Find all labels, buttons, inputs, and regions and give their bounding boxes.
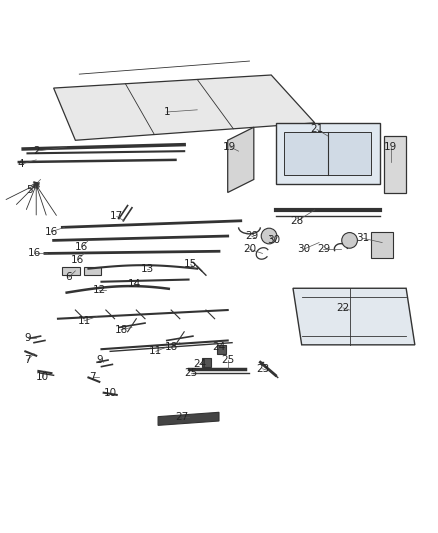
Text: 5: 5	[26, 185, 33, 195]
Text: 4: 4	[18, 159, 24, 169]
Text: 20: 20	[243, 244, 256, 254]
Polygon shape	[228, 127, 254, 192]
Text: 14: 14	[127, 279, 141, 289]
Polygon shape	[53, 75, 315, 140]
Polygon shape	[84, 266, 102, 275]
Text: 19: 19	[384, 142, 398, 152]
Polygon shape	[217, 345, 226, 354]
Polygon shape	[158, 413, 219, 425]
Polygon shape	[284, 132, 371, 175]
Text: 10: 10	[104, 387, 117, 398]
Text: 15: 15	[184, 260, 198, 269]
Text: 19: 19	[223, 142, 237, 152]
Text: 24: 24	[193, 359, 206, 369]
Text: 6: 6	[66, 272, 72, 282]
Polygon shape	[62, 266, 80, 275]
Text: 2: 2	[33, 146, 39, 156]
Text: 13: 13	[141, 264, 154, 273]
Text: 31: 31	[356, 233, 369, 243]
Polygon shape	[371, 232, 393, 258]
Text: 30: 30	[267, 236, 280, 245]
Text: 24: 24	[212, 342, 226, 352]
Text: 16: 16	[75, 242, 88, 252]
Polygon shape	[201, 358, 211, 367]
Text: 18: 18	[165, 342, 178, 352]
Circle shape	[261, 228, 277, 244]
Text: 16: 16	[45, 227, 58, 237]
Text: 23: 23	[256, 364, 269, 374]
Text: 9: 9	[24, 333, 31, 343]
Text: 29: 29	[317, 244, 330, 254]
Text: 29: 29	[245, 231, 258, 241]
Text: 21: 21	[310, 124, 324, 134]
Text: 11: 11	[78, 316, 91, 326]
Text: 25: 25	[221, 355, 234, 365]
Text: 7: 7	[89, 373, 96, 383]
Text: 10: 10	[36, 373, 49, 383]
Polygon shape	[385, 136, 406, 192]
Text: 17: 17	[110, 212, 124, 221]
Polygon shape	[276, 123, 380, 184]
Polygon shape	[293, 288, 415, 345]
Text: 9: 9	[96, 355, 102, 365]
Text: 22: 22	[336, 303, 350, 313]
Text: 27: 27	[175, 411, 189, 422]
Text: 16: 16	[71, 255, 84, 265]
Text: 25: 25	[184, 368, 198, 378]
Text: 28: 28	[291, 216, 304, 226]
Text: 16: 16	[28, 248, 41, 259]
Text: 7: 7	[24, 355, 31, 365]
Circle shape	[342, 232, 357, 248]
Text: 1: 1	[163, 107, 170, 117]
Text: 11: 11	[149, 346, 162, 357]
Text: 30: 30	[297, 244, 311, 254]
Text: 12: 12	[93, 286, 106, 295]
Text: 18: 18	[114, 325, 128, 335]
